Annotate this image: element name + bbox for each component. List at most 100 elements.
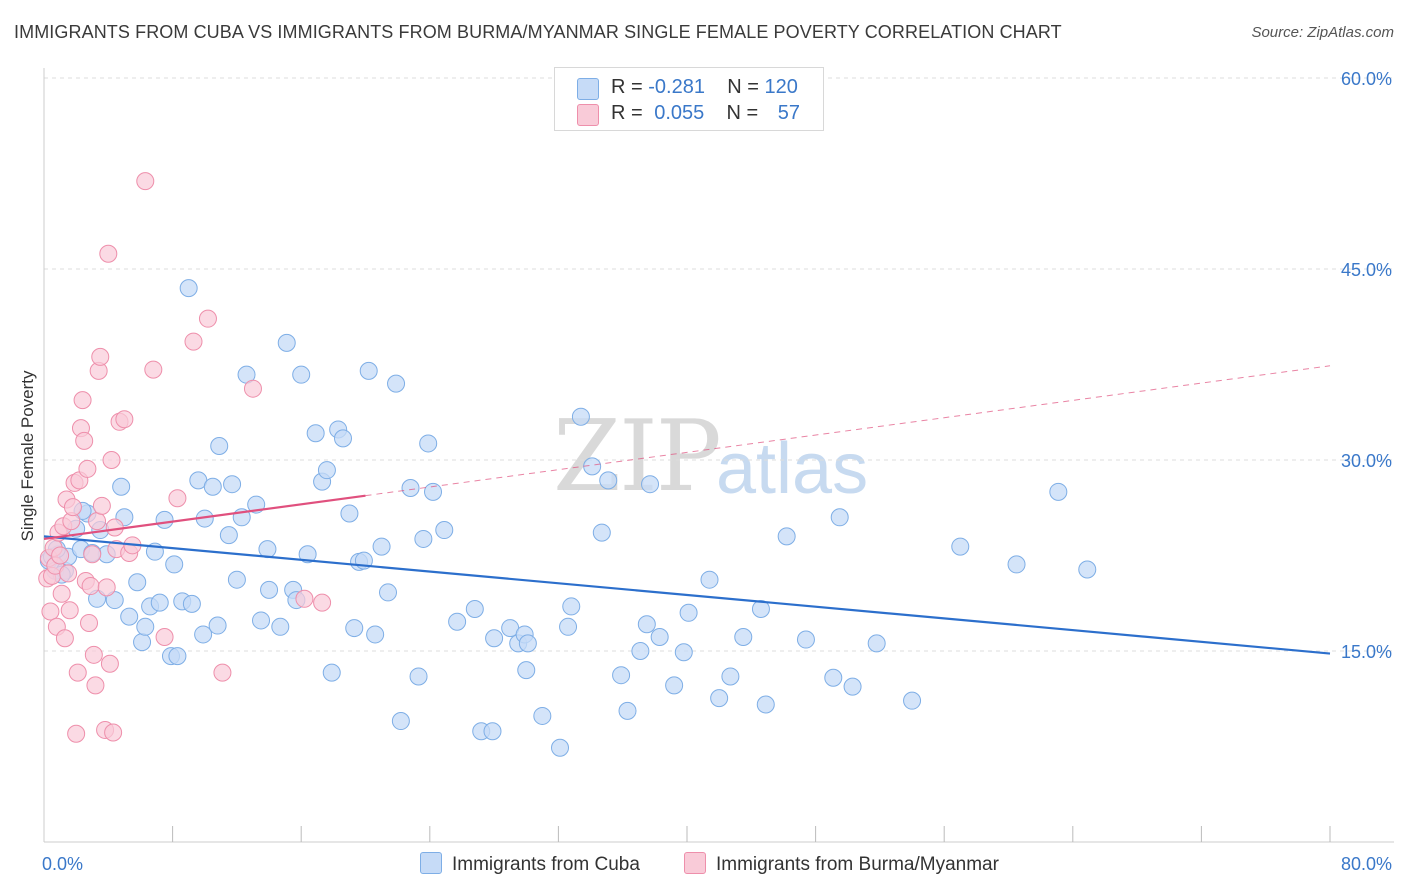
cuba-point [641, 475, 660, 494]
bottom-legend-burma[interactable]: Immigrants from Burma/Myanmar [684, 852, 999, 876]
axes [43, 68, 1394, 843]
cuba-point [306, 424, 325, 443]
cuba-point [517, 661, 536, 680]
burma-point [52, 584, 71, 603]
cuba-point [258, 540, 277, 559]
cuba-point [322, 663, 341, 682]
cuba-point [599, 471, 618, 490]
cuba-point [665, 676, 684, 695]
cuba-point [571, 407, 590, 426]
cuba-point [777, 527, 796, 546]
cuba-point [637, 615, 656, 634]
cuba-point [559, 617, 578, 636]
burma-point [73, 391, 92, 410]
burma-point [51, 546, 70, 565]
cuba-point [136, 617, 155, 636]
burma-point [91, 347, 110, 366]
axis-labels: 15.0% 30.0% 45.0% 60.0% 0.0% 80.0% Single Fema… [18, 69, 1392, 874]
cuba-point [194, 625, 213, 644]
legend-n-label: N = [727, 76, 759, 98]
burma-point [243, 379, 262, 398]
burma-point [102, 451, 121, 469]
cuba-point [210, 436, 229, 455]
cuba-point [223, 475, 242, 494]
cuba-point [317, 461, 336, 480]
cuba-point [260, 580, 279, 599]
chart-title: IMMIGRANTS FROM CUBA VS IMMIGRANTS FROM … [14, 22, 1062, 42]
cuba-point [150, 593, 169, 612]
legend-n-value: 57 [777, 102, 801, 124]
cuba-point [435, 521, 454, 540]
cuba-point [345, 619, 364, 638]
cuba-point [903, 691, 922, 710]
cuba-point [465, 599, 484, 618]
cuba-point [612, 666, 631, 685]
source-label[interactable]: Source: ZipAtlas.com [1251, 24, 1394, 41]
burma-point [115, 410, 134, 429]
cuba-point [751, 599, 770, 618]
cuba-point [219, 526, 238, 545]
cuba-trend-line [43, 535, 1331, 655]
cuba-point [951, 537, 970, 556]
stats-legend: R = -0.281 N = 120 R = 0.055 N = 57 [554, 67, 824, 131]
legend-r-label: R = [611, 76, 643, 98]
cuba-point [518, 634, 537, 653]
cuba-point [734, 627, 753, 646]
cuba-point [401, 479, 420, 498]
burma-point [84, 645, 103, 664]
burma-point [86, 676, 105, 695]
cuba-point [359, 361, 378, 380]
burma-point [105, 518, 124, 537]
cuba-point [179, 279, 198, 298]
y-tick-label: 45.0% [1341, 260, 1392, 280]
burma-point [213, 663, 232, 682]
burma-point [295, 589, 314, 608]
burma-point [59, 564, 78, 583]
cuba-point [372, 537, 391, 556]
burma-point [78, 459, 97, 478]
legend-label-burma: Immigrants from Burma/Myanmar [716, 854, 999, 875]
burma-point [144, 360, 163, 379]
legend-r-value: -0.281 [648, 76, 705, 98]
burma-point [104, 723, 123, 742]
burma-point [80, 613, 99, 632]
cuba-point [379, 583, 398, 602]
legend-r-label: R = [611, 102, 643, 124]
legend-swatch-cuba [577, 78, 599, 100]
legend-text-cuba: R = -0.281 N = 120 [611, 76, 798, 99]
cuba-point [710, 689, 729, 708]
series-cuba [39, 279, 1097, 757]
cuba-point [867, 634, 886, 653]
cuba-point [1049, 482, 1068, 501]
cuba-point [796, 630, 815, 649]
cuba-point [1007, 555, 1026, 574]
cuba-point [1078, 560, 1097, 579]
y-tick-label: 60.0% [1341, 69, 1392, 89]
cuba-point [252, 611, 271, 630]
burma-point [168, 489, 187, 508]
y-axis-title: Single Female Poverty [18, 370, 37, 542]
burma-point [100, 654, 119, 673]
burma-point [55, 629, 74, 648]
cuba-point [165, 555, 184, 574]
trend-lines [43, 365, 1331, 655]
cuba-point [203, 477, 222, 496]
burma-point [63, 498, 82, 517]
cuba-point [485, 629, 504, 648]
burma-point [83, 545, 102, 564]
burma-point [67, 724, 86, 743]
burma-point [136, 172, 155, 191]
cuba-point [650, 627, 669, 646]
bottom-legend-cuba[interactable]: Immigrants from Cuba [420, 852, 640, 876]
burma-point [81, 577, 100, 596]
cuba-point [133, 633, 152, 652]
grid-lines [44, 77, 1394, 652]
cuba-point [592, 523, 611, 542]
x-tick-label: 80.0% [1341, 854, 1392, 874]
y-tick-label: 30.0% [1341, 451, 1392, 471]
x-tick-label: 0.0% [42, 854, 83, 874]
cuba-point [419, 434, 438, 453]
cuba-point [298, 545, 317, 564]
cuba-point [155, 510, 174, 529]
